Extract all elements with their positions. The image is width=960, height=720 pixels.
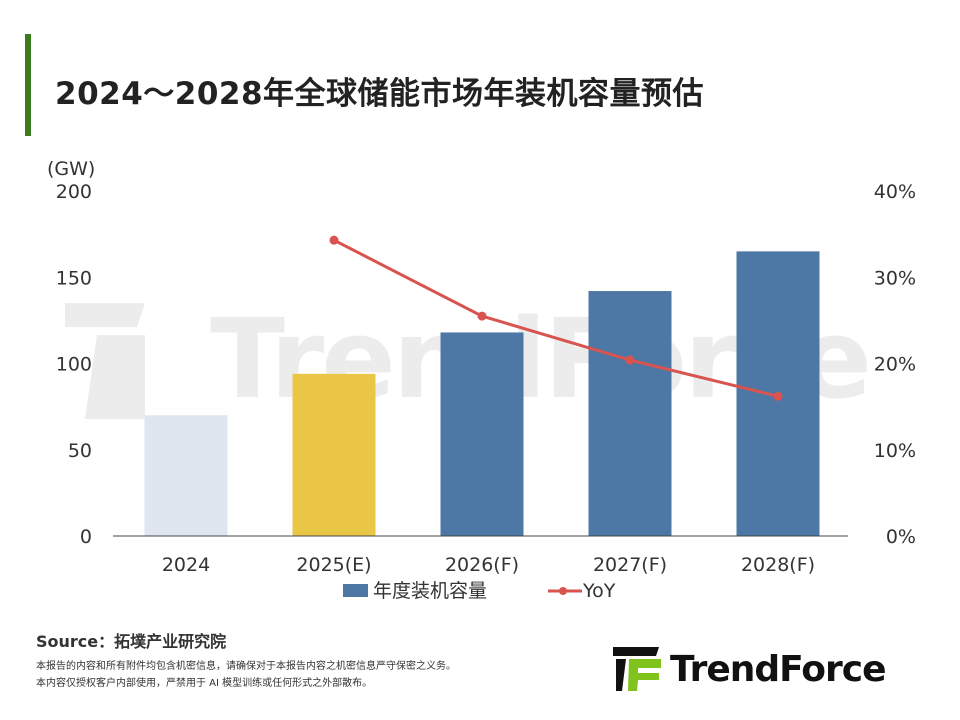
legend: 年度装机容量 YoY [343,580,616,602]
legend-marker [559,587,567,595]
x-tick-label: 2028(F) [741,554,815,576]
y2-tick-label: 20% [874,354,916,376]
trendforce-logo-text: TrendForce [670,648,887,690]
yoy-point [773,391,783,401]
y2-tick-label: 0% [886,526,916,548]
y-tick-label: 200 [56,181,92,203]
x-tick-label: 2024 [162,554,210,576]
yoy-line [333,238,779,398]
trendforce-logo: TrendForce [612,645,887,693]
disclaimer-line-1: 本报告的内容和所有附件均包含机密信息，请确保对于本报告内容之机密信息严守保密之义… [36,661,456,672]
chart: (GW) 0 50 100 150 200 0% 10% 20% 30% 40% 2024 2025… [47,158,916,602]
y-axis-unit: (GW) [47,158,95,180]
y-tick-label: 150 [56,267,92,289]
legend-label-line: YoY [582,580,616,602]
y2-tick-label: 30% [874,267,916,289]
source-label: Source：拓墣产业研究院 [36,632,227,651]
x-tick-label: 2025(E) [296,554,371,576]
legend-label-bar: 年度装机容量 [373,580,487,602]
bar-2025(E) [292,373,376,536]
trendforce-logo-icon [613,647,661,691]
title-accent-bar [25,34,31,136]
bar-2026(F) [440,332,524,536]
x-tick-label: 2026(F) [445,554,519,576]
yoy-point [329,235,339,245]
yoy-point [625,355,635,365]
yoy-point [477,311,487,321]
bar-2024 [144,415,228,536]
legend-swatch-bar [343,584,368,597]
y-tick-label: 100 [56,354,92,376]
y2-tick-label: 40% [874,181,916,203]
y-tick-label: 0 [80,526,92,548]
x-tick-label: 2027(F) [593,554,667,576]
bar-2027(F) [588,291,672,536]
page-title: 2024～2028年全球储能市场年装机容量预估 [55,76,705,112]
y-tick-label: 50 [68,440,92,462]
y2-tick-label: 10% [874,440,916,462]
disclaimer-line-2: 本内容仅授权客户内部使用，严禁用于 AI 模型训练或任何形式之外部散布。 [36,678,373,689]
